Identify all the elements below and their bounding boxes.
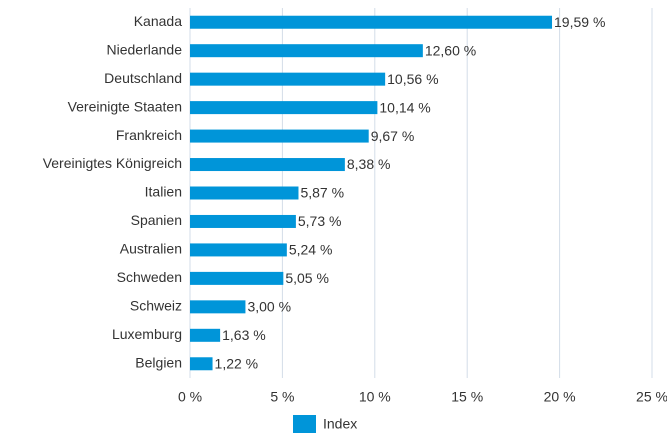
y-tick-label: Belgien	[135, 354, 182, 370]
value-label: 3,00 %	[247, 299, 291, 315]
x-tick-label: 0 %	[178, 389, 202, 405]
y-tick-label: Schweiz	[130, 298, 182, 314]
bar	[190, 243, 287, 257]
x-tick-label: 25 %	[636, 389, 667, 405]
y-tick-label: Frankreich	[116, 127, 182, 143]
value-label: 5,05 %	[285, 270, 329, 286]
value-label: 5,73 %	[298, 213, 342, 229]
value-label: 10,56 %	[387, 71, 438, 87]
bar	[190, 214, 296, 228]
y-tick-label: Vereinigtes Königreich	[43, 155, 182, 171]
y-tick-label: Australien	[120, 241, 182, 257]
bar	[190, 44, 423, 58]
value-label: 19,59 %	[554, 14, 605, 30]
bar	[190, 357, 213, 371]
y-tick-label: Italien	[145, 184, 182, 200]
value-label: 12,60 %	[425, 42, 476, 58]
legend-label: Index	[323, 416, 357, 432]
bar	[190, 72, 386, 86]
value-label: 9,67 %	[371, 128, 415, 144]
bar	[190, 328, 221, 342]
value-label: 5,24 %	[289, 242, 333, 258]
value-label: 1,22 %	[215, 355, 259, 371]
value-label: 1,63 %	[222, 327, 266, 343]
y-tick-label: Vereinigte Staaten	[68, 98, 182, 114]
x-tick-label: 10 %	[359, 389, 391, 405]
bar	[190, 129, 369, 143]
y-tick-label: Luxemburg	[112, 326, 182, 342]
bar	[190, 186, 299, 200]
y-tick-label: Schweden	[117, 269, 182, 285]
value-label: 10,14 %	[379, 99, 430, 115]
y-tick-label: Kanada	[134, 13, 182, 29]
value-label: 5,87 %	[300, 185, 344, 201]
x-tick-label: 20 %	[544, 389, 576, 405]
bar	[190, 101, 378, 115]
y-tick-label: Deutschland	[104, 70, 182, 86]
bar	[190, 300, 246, 314]
x-tick-label: 15 %	[451, 389, 483, 405]
legend-swatch	[293, 415, 316, 433]
x-tick-label: 5 %	[270, 389, 294, 405]
y-tick-label: Spanien	[131, 212, 182, 228]
y-tick-label: Niederlande	[107, 41, 183, 57]
bar	[190, 158, 345, 172]
value-label: 8,38 %	[347, 156, 391, 172]
bar	[190, 271, 284, 285]
bar	[190, 15, 553, 29]
